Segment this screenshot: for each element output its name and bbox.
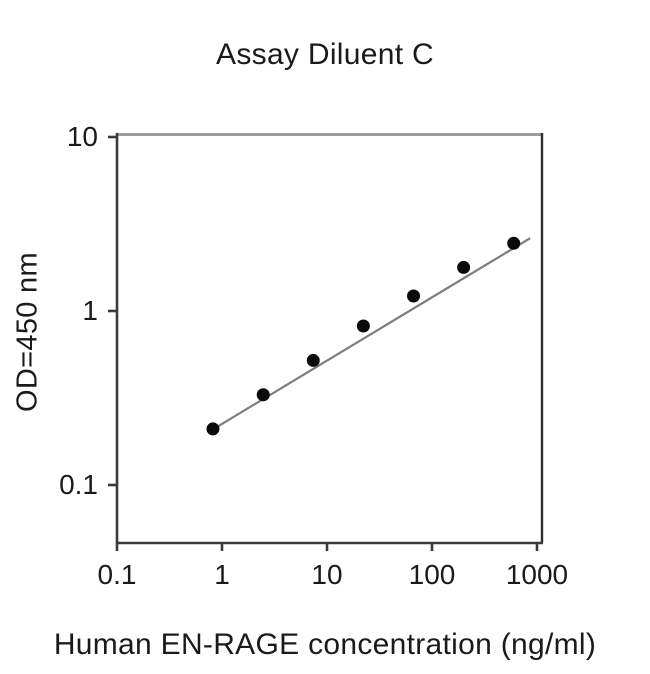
data-point [457,260,471,274]
y-tick-label: 0.1 [59,469,98,500]
chart-title: Assay Diluent C [216,38,434,71]
data-point [507,236,521,250]
trend-line [211,237,531,431]
data-point [306,353,320,367]
x-tick-label: 1 [214,559,230,590]
x-tick-label: 1000 [505,559,569,590]
x-tick-label: 10 [311,559,343,590]
data-point [256,388,270,402]
y-tick-label: 10 [66,121,98,152]
x-tick-label: 100 [408,559,456,590]
data-point [356,319,370,333]
data-point [206,422,220,436]
x-tick-label: 0.1 [97,559,137,590]
data-point [407,289,421,303]
y-tick-label: 1 [82,295,98,326]
x-axis-title: Human EN-RAGE concentration (ng/ml) [53,628,597,661]
